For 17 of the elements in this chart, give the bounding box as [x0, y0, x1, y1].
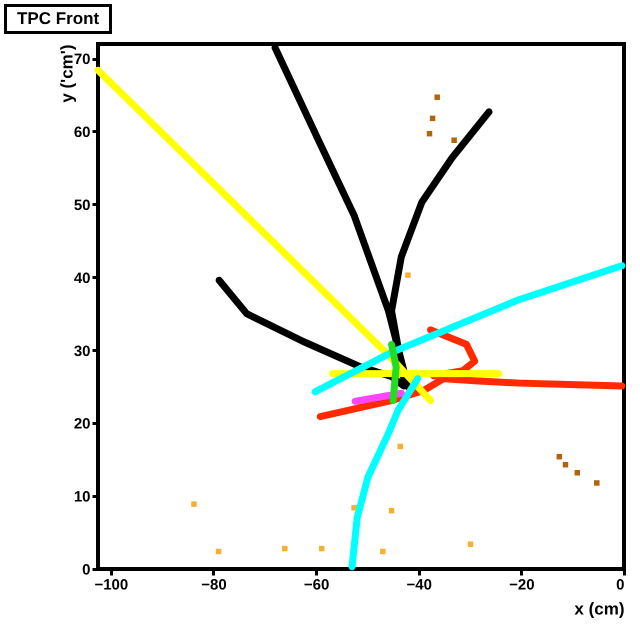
- chart-title: TPC Front: [4, 4, 112, 34]
- y-tick-label: 20: [74, 416, 90, 433]
- x-tick-label: −40: [406, 576, 432, 594]
- x-tick-label: −80: [201, 576, 227, 594]
- y-tick-label: 60: [74, 124, 90, 141]
- y-tick-label: 70: [74, 51, 90, 68]
- y-tick-label: 10: [74, 488, 90, 506]
- x-tick-label: −100: [94, 576, 128, 594]
- x-tick-label: −20: [509, 576, 535, 594]
- y-tick-label: 30: [74, 342, 90, 360]
- y-tick-label: 0: [82, 562, 90, 578]
- x-axis-title: x (cm): [574, 600, 624, 618]
- y-tick-label: 50: [74, 196, 90, 214]
- x-tick-label: −60: [304, 576, 330, 594]
- y-tick-label: 40: [74, 270, 90, 287]
- y-axis-title: y ('cm'): [58, 44, 76, 103]
- x-tick-label: 0: [616, 576, 624, 594]
